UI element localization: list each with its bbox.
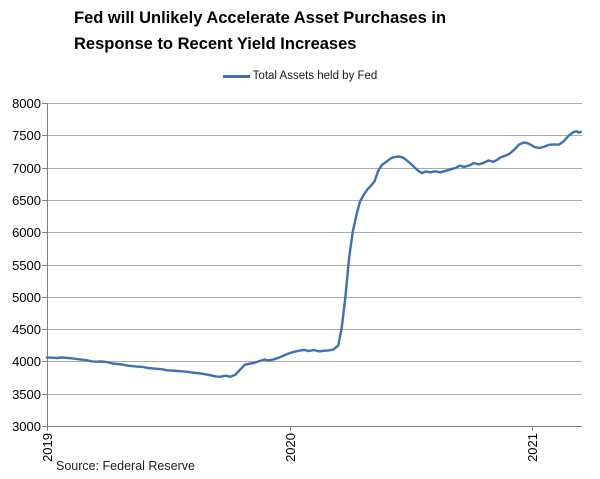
y-tick-label: 4000 bbox=[12, 354, 41, 369]
y-tick-label: 7000 bbox=[12, 161, 41, 176]
y-tick-label: 6000 bbox=[12, 225, 41, 240]
y-tick-label: 3000 bbox=[12, 419, 41, 434]
x-tick-label: 2019 bbox=[40, 433, 55, 462]
x-tick-label: 2020 bbox=[283, 433, 298, 462]
y-tick-label: 8000 bbox=[12, 96, 41, 111]
y-tick-label: 5000 bbox=[12, 290, 41, 305]
legend-label: Total Assets held by Fed bbox=[252, 70, 378, 82]
y-tick-label: 3500 bbox=[12, 387, 41, 402]
y-tick-label: 5500 bbox=[12, 258, 41, 273]
chart-title: Fed will Unlikely Accelerate Asset Purch… bbox=[74, 9, 447, 53]
y-tick-label: 6500 bbox=[12, 193, 41, 208]
source-note: Source: Federal Reserve bbox=[56, 459, 195, 473]
y-tick-label: 7500 bbox=[12, 128, 41, 143]
data-line-total-assets bbox=[45, 130, 582, 378]
legend-line-swatch bbox=[222, 74, 250, 78]
x-tick-label: 2021 bbox=[525, 433, 540, 462]
y-tick-label: 4500 bbox=[12, 322, 41, 337]
legend: Total Assets held by Fed bbox=[0, 70, 600, 82]
